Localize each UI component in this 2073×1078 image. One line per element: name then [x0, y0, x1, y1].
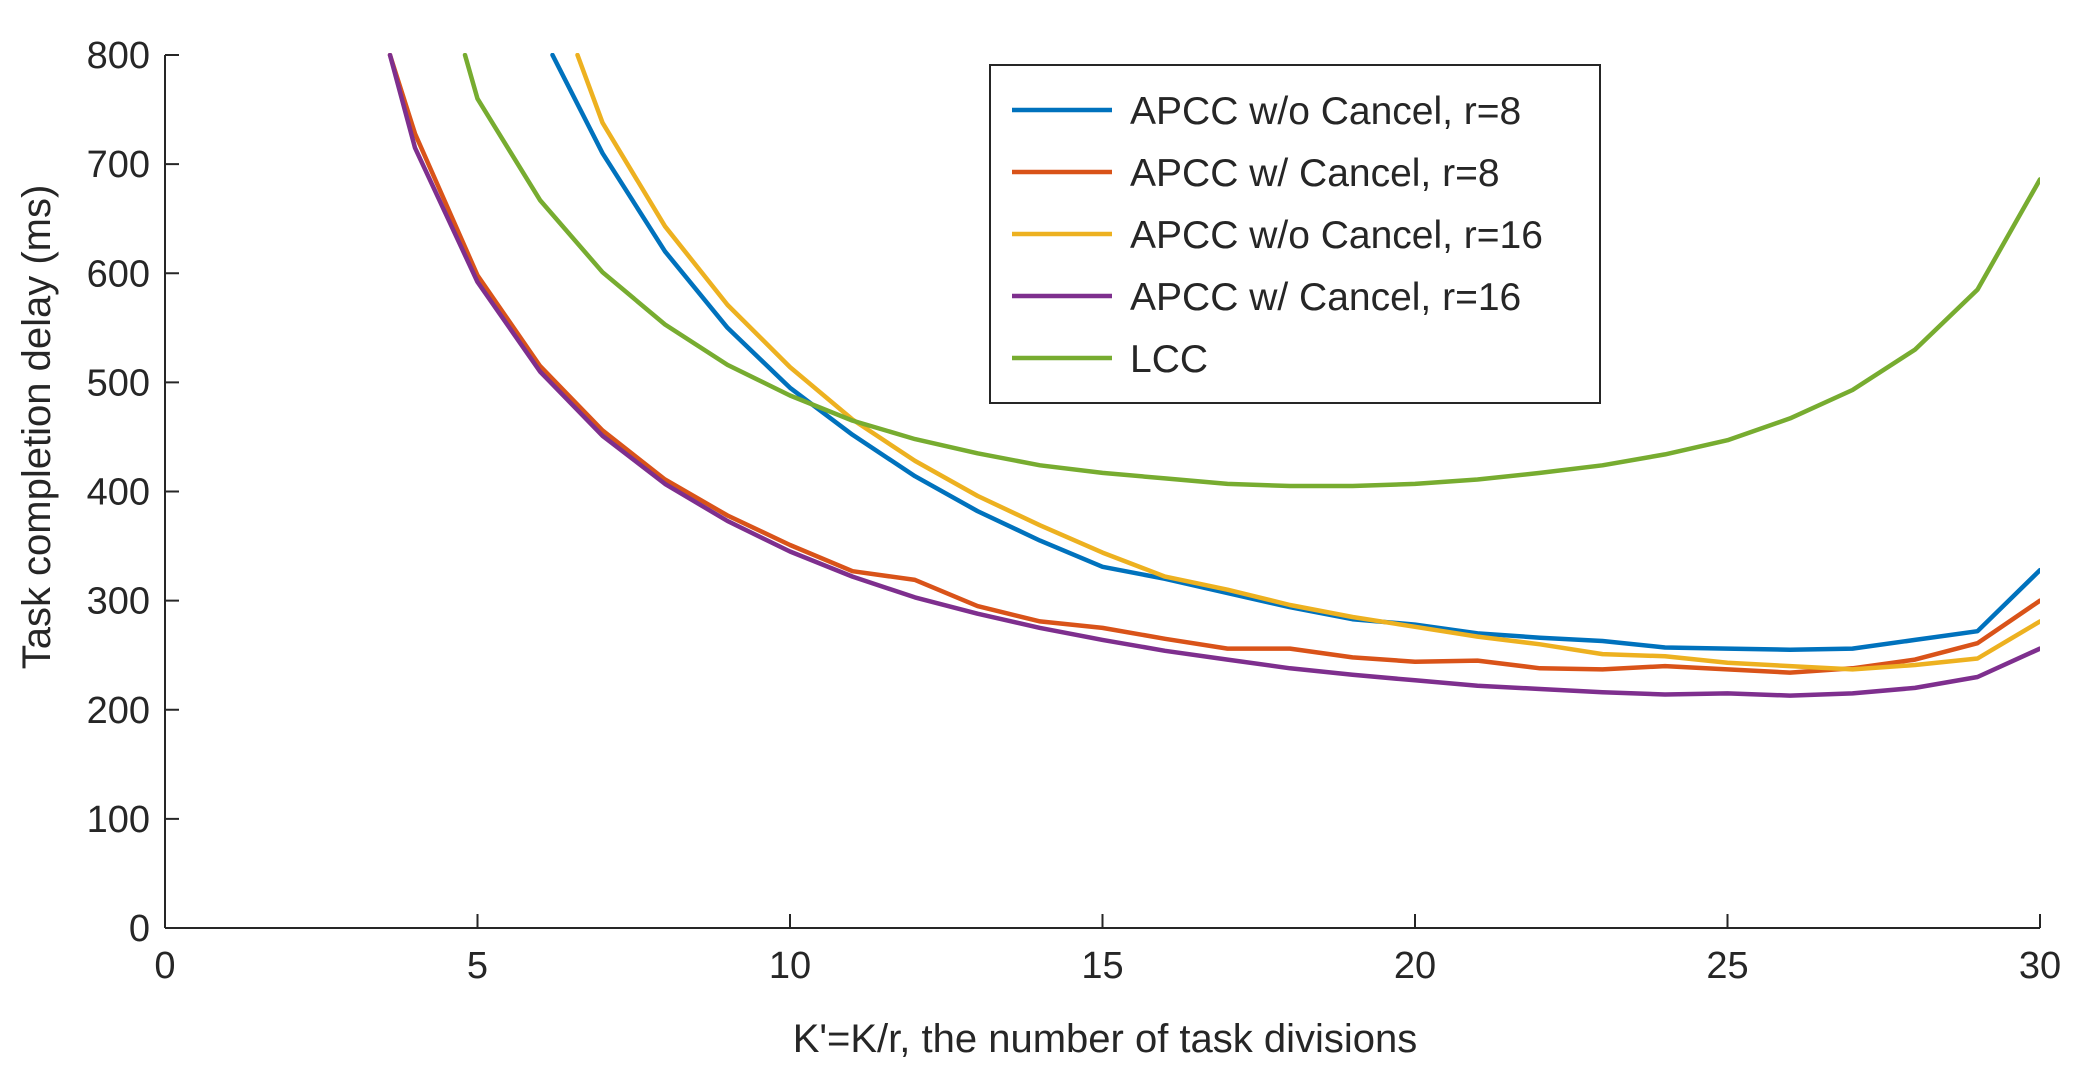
- y-tick-label: 700: [87, 144, 150, 186]
- series-layer: [387, 53, 2040, 698]
- series-line-4: [387, 53, 2040, 698]
- x-tick-label: 0: [154, 945, 175, 987]
- legend-label-1: APCC w/o Cancel, r=8: [1130, 90, 1521, 133]
- legend-label-3: APCC w/o Cancel, r=16: [1130, 214, 1543, 257]
- y-tick-label: 0: [129, 908, 150, 950]
- x-tick-label: 30: [2019, 945, 2061, 987]
- x-axis-label: K'=K/r, the number of task divisions: [793, 1017, 1418, 1061]
- series-line-5: [462, 53, 2040, 489]
- y-tick-label: 500: [87, 362, 150, 404]
- y-tick-label: 600: [87, 253, 150, 295]
- x-tick-label: 25: [1706, 945, 1748, 987]
- legend-label-5: LCC: [1130, 338, 1208, 381]
- x-tick-label: 20: [1394, 945, 1436, 987]
- y-axis-label: Task completion delay (ms): [15, 185, 59, 670]
- legend: APCC w/o Cancel, r=8 APCC w/ Cancel, r=8 A…: [989, 64, 1601, 404]
- series-line-3: [575, 53, 2040, 672]
- legend-label-4: APCC w/ Cancel, r=16: [1130, 276, 1521, 319]
- x-tick-label: 15: [1081, 945, 1123, 987]
- x-tick-label: 10: [769, 945, 811, 987]
- y-tick-label: 400: [87, 472, 150, 514]
- y-tick-label: 300: [87, 581, 150, 623]
- y-tick-label: 100: [87, 799, 150, 841]
- y-tick-label: 200: [87, 690, 150, 732]
- x-tick-label: 5: [467, 945, 488, 987]
- y-tick-label: 800: [87, 35, 150, 77]
- series-line-2: [387, 53, 2040, 675]
- legend-label-2: APCC w/ Cancel, r=8: [1130, 152, 1500, 195]
